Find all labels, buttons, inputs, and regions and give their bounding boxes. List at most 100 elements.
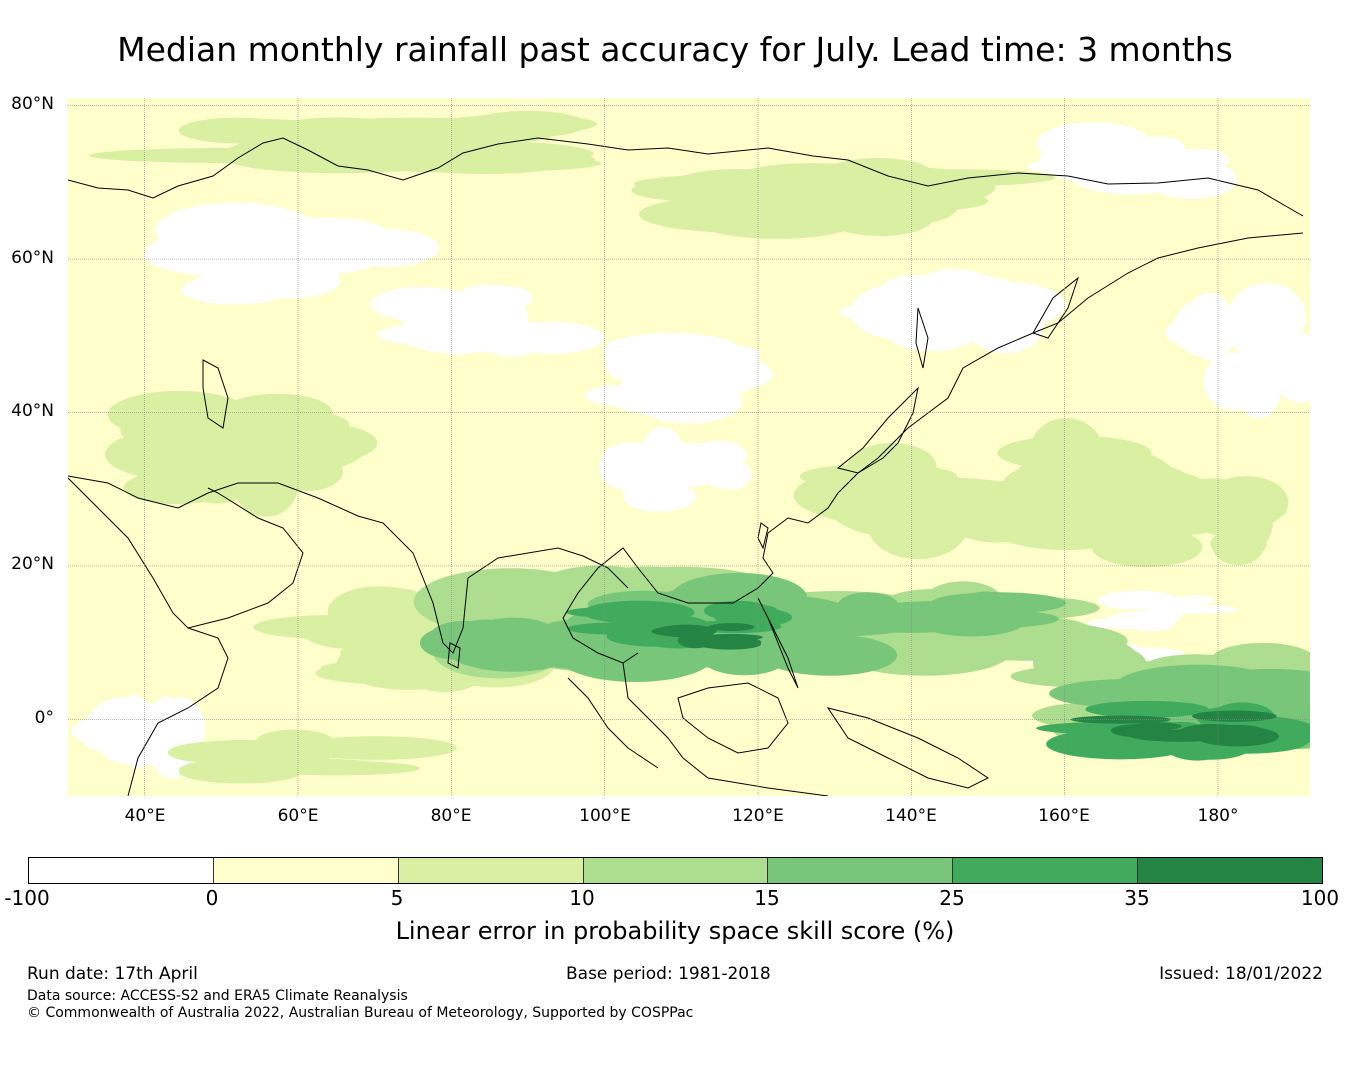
skill-patch (1091, 526, 1203, 568)
coast-kamchatka (1032, 276, 1080, 339)
skill-patch (438, 326, 552, 346)
skill-patch (212, 404, 276, 440)
skill-patch (1150, 605, 1239, 614)
lat-label-60n: 60°N (11, 248, 54, 268)
lon-label-140e: 140°E (885, 806, 937, 826)
gridlines (68, 98, 1310, 796)
skill-patch (255, 760, 420, 776)
skill-patch (352, 744, 425, 758)
lat-label-80n: 80°N (11, 94, 54, 114)
chart-title: Median monthly rainfall past accuracy fo… (117, 30, 1233, 69)
colorbar-tick: 35 (1124, 886, 1150, 910)
skill-patch (1114, 727, 1170, 736)
skill-patch (655, 624, 717, 638)
skill-patch (656, 170, 829, 206)
copyright: © Commonwealth of Australia 2022, Austra… (27, 1005, 694, 1021)
skill-patch (454, 284, 523, 314)
skill-patch (154, 697, 206, 759)
skill-patch (879, 297, 986, 352)
skill-patch (616, 350, 747, 392)
skill-patch (1145, 159, 1238, 199)
skill-patch (331, 228, 440, 267)
skill-patch (1237, 306, 1302, 383)
skill-patch (1085, 700, 1209, 718)
lon-label-60e: 60°E (277, 806, 319, 826)
coast-south-asia (68, 475, 629, 654)
coast-philippines (757, 597, 799, 689)
lon-label-40e: 40°E (124, 806, 166, 826)
skill-patch (1192, 710, 1277, 722)
skill-patch (1046, 642, 1147, 687)
colorbar-segment-10-15 (583, 858, 769, 883)
skill-patch (231, 262, 341, 299)
data-source: Data source: ACCESS-S2 and ERA5 Climate … (27, 988, 408, 1004)
colorbar (28, 857, 1323, 884)
colorbar-segment-35-100 (1138, 858, 1323, 883)
skill-patch (640, 449, 701, 468)
colorbar-segment-0-5 (213, 858, 399, 883)
colorbar-tick: 15 (754, 886, 780, 910)
skill-patch (177, 742, 272, 754)
colorbar-tick: 25 (939, 886, 965, 910)
skill-patch (691, 197, 864, 239)
skill-patch (708, 623, 755, 632)
lon-label-180: 180° (1197, 806, 1239, 826)
skill-patch (86, 697, 166, 754)
coast-taiwan (757, 522, 769, 550)
coast-east-asia (562, 232, 1304, 664)
lat-label-0: 0° (34, 708, 54, 728)
lat-label-40n: 40°N (11, 401, 54, 421)
coast-sakhalin (915, 307, 929, 369)
skill-patch (1125, 614, 1176, 632)
colorbar-segment-lt0 (29, 858, 214, 883)
skill-patch (835, 611, 986, 633)
colorbar-tick: 10 (569, 886, 595, 910)
skill-patch (182, 229, 323, 255)
skill-patch (1112, 664, 1285, 712)
lon-label-80e: 80°E (430, 806, 472, 826)
skill-patch (939, 277, 992, 303)
colorbar-tick: 0 (205, 886, 219, 910)
coast-sri-lanka (447, 642, 461, 669)
map-canvas (68, 98, 1310, 796)
skill-patch (866, 191, 989, 211)
colorbar-segment-5-10 (398, 858, 584, 883)
skill-patch (634, 379, 743, 424)
lon-label-120e: 120°E (732, 806, 784, 826)
coast-japan (836, 386, 919, 474)
skill-patch (630, 466, 723, 488)
lon-label-100e: 100°E (579, 806, 631, 826)
base-period: Base period: 1981-2018 (566, 964, 771, 984)
issued-date: Issued: 18/01/2022 (1159, 964, 1323, 984)
skill-patch (469, 110, 587, 138)
coast-caspian (202, 359, 229, 429)
skill-patch (171, 434, 262, 504)
skill-patch (703, 600, 771, 621)
colorbar-label: Linear error in probability space skill … (395, 917, 955, 945)
coast-borneo (677, 682, 789, 754)
skill-patch (623, 481, 696, 512)
colorbar-tick: -100 (4, 886, 50, 910)
skill-patch (1036, 122, 1150, 165)
skill-patch (840, 470, 978, 521)
skill-patch (1097, 590, 1180, 610)
colorbar-segment-15-25 (768, 858, 954, 883)
colorbar-segment-25-35 (953, 858, 1139, 883)
skill-patch (457, 586, 555, 624)
coast-new-guinea (826, 707, 989, 789)
skill-patches (71, 110, 1310, 784)
run-date: Run date: 17th April (27, 964, 198, 984)
skill-patch (1159, 478, 1267, 527)
skill-patch (453, 156, 602, 171)
skill-patch (226, 144, 457, 174)
skill-patch (1072, 505, 1182, 535)
lat-label-20n: 20°N (11, 554, 54, 574)
colorbar-tick: 100 (1300, 886, 1340, 910)
skill-patch (729, 637, 762, 649)
skill-patch (1174, 726, 1263, 738)
skill-patch (1029, 418, 1104, 486)
skill-map (68, 98, 1310, 796)
lon-label-160e: 160°E (1038, 806, 1090, 826)
skill-patch (472, 617, 555, 647)
skill-patch (1210, 529, 1267, 559)
